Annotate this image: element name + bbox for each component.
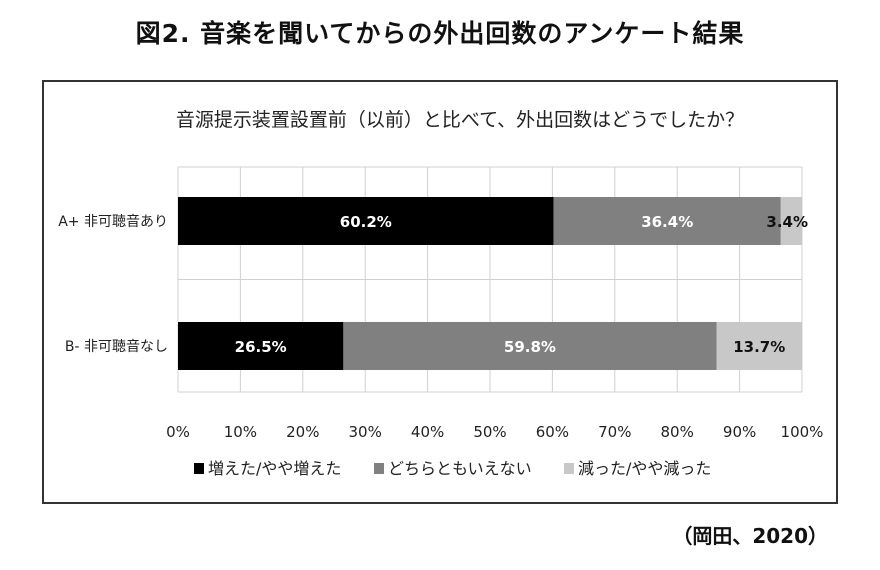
data-label: 36.4% bbox=[641, 213, 693, 231]
bar-segment bbox=[553, 197, 781, 245]
data-label: 26.5% bbox=[235, 338, 287, 356]
category-label: B- 非可聴音なし bbox=[65, 338, 168, 355]
x-tick-label: 80% bbox=[661, 423, 694, 441]
x-tick-label: 20% bbox=[286, 423, 319, 441]
x-tick-label: 70% bbox=[598, 423, 631, 441]
x-tick-label: 30% bbox=[349, 423, 382, 441]
legend-swatch bbox=[194, 463, 204, 474]
data-label: 60.2% bbox=[340, 213, 392, 231]
x-tick-label: 60% bbox=[536, 423, 569, 441]
x-tick-label: 90% bbox=[723, 423, 756, 441]
legend-label: どちらともいえない bbox=[388, 459, 532, 478]
stacked-bar-chart: 音源提示装置設置前（以前）と比べて、外出回数はどうでしたか？ 0% 10% 20% 30… bbox=[58, 109, 824, 478]
figure-title: 図2. 音楽を聞いてからの外出回数のアンケート結果 bbox=[135, 19, 745, 48]
legend-swatch bbox=[564, 463, 574, 474]
chart-title: 音源提示装置設置前（以前）と比べて、外出回数はどうでしたか？ bbox=[176, 109, 744, 131]
legend-label: 増えた/やや増えた bbox=[208, 459, 341, 478]
category-label: A+ 非可聴音あり bbox=[58, 213, 168, 230]
x-tick-label: 0% bbox=[166, 423, 190, 441]
chart-frame: 音源提示装置設置前（以前）と比べて、外出回数はどうでしたか？ 0% 10% 20% 30… bbox=[42, 80, 838, 504]
data-label: 3.4% bbox=[766, 213, 808, 231]
bar-segment bbox=[716, 322, 802, 370]
x-tick-label: 40% bbox=[411, 423, 444, 441]
x-tick-label: 100% bbox=[781, 423, 824, 441]
bar-segment bbox=[178, 322, 344, 370]
legend-swatch bbox=[374, 463, 384, 474]
data-label: 13.7% bbox=[733, 338, 785, 356]
bar-segment bbox=[780, 197, 802, 245]
data-label: 59.8% bbox=[504, 338, 556, 356]
bar-segment bbox=[343, 322, 717, 370]
x-tick-label: 50% bbox=[473, 423, 506, 441]
legend-label: 減った/やや減った bbox=[578, 459, 711, 478]
source-citation: （岡田、2020） bbox=[672, 524, 828, 548]
bar-segment bbox=[178, 197, 554, 245]
x-tick-label: 10% bbox=[224, 423, 257, 441]
